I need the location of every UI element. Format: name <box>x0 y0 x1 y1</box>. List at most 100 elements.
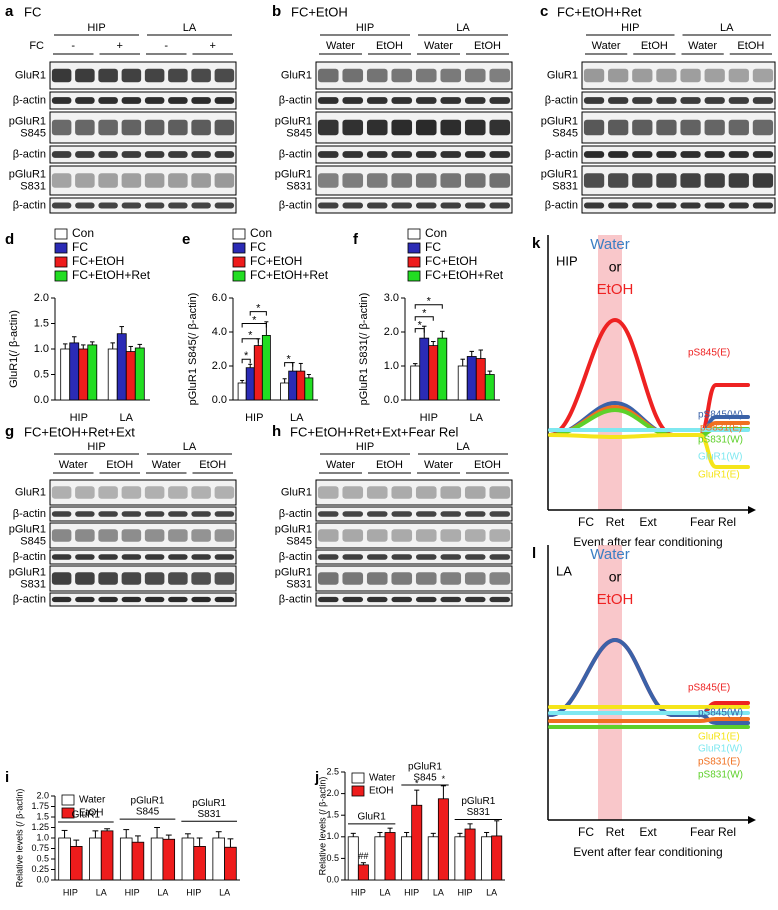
or-label: or <box>609 259 622 275</box>
blot-band <box>342 596 364 603</box>
blot-band <box>728 202 749 209</box>
y-axis-title: Relative levels (/ β-actin) <box>317 777 327 876</box>
bar <box>87 344 98 401</box>
bar <box>437 798 449 881</box>
blot-band <box>191 68 211 83</box>
lane-label: + <box>210 40 216 52</box>
bar <box>237 382 247 401</box>
row-label: β-actin <box>13 199 46 211</box>
panel-letter: j <box>314 769 319 786</box>
row-label: β-actin <box>13 508 46 520</box>
etoh-label: EtOH <box>597 591 634 608</box>
bar <box>69 342 80 401</box>
bar <box>427 836 439 881</box>
group-label: LA <box>720 22 734 34</box>
row-label: β-actin <box>545 199 578 211</box>
bar <box>131 841 145 881</box>
bar <box>193 846 206 881</box>
legend-swatch <box>61 807 75 819</box>
blot-band <box>680 151 701 158</box>
blot-row <box>49 592 237 607</box>
blot-band <box>98 119 118 136</box>
y-tick-label: 1.75 <box>31 801 49 811</box>
blot-band <box>317 596 339 603</box>
bar <box>253 345 263 401</box>
blot-band <box>191 554 211 560</box>
curve-label: pS831(E) <box>698 757 740 768</box>
significance-bracket <box>241 358 251 364</box>
blot-band <box>415 151 437 158</box>
curve-label: pS831(W) <box>698 770 743 781</box>
blot-band <box>391 511 413 517</box>
group-label: HIP <box>621 22 639 34</box>
condition-label: FC <box>29 40 44 52</box>
row-label: S845 <box>286 535 312 547</box>
legend-label: FC <box>250 240 266 254</box>
panel-title: FC <box>24 4 41 19</box>
blot-band <box>680 202 701 209</box>
y-tick-label: 0.5 <box>34 368 49 380</box>
blot-band <box>51 596 72 603</box>
blot-band <box>704 97 725 104</box>
blot-band <box>489 511 511 517</box>
lane-label: EtOH <box>106 459 133 471</box>
legend-label: Con <box>425 226 447 240</box>
x-label: Ret <box>606 825 625 839</box>
significance-mark: * <box>256 303 261 315</box>
legend-swatch <box>54 256 68 268</box>
blot-band <box>191 119 211 136</box>
blot-band <box>51 572 72 585</box>
lane-label: Water <box>592 40 621 52</box>
curve <box>548 637 750 717</box>
bar <box>466 356 477 401</box>
panel-letter: f <box>353 231 359 248</box>
blot-band <box>464 529 486 542</box>
blot-band <box>317 173 339 188</box>
x-label: Ext <box>639 825 657 839</box>
row-label: pGluR1 <box>9 566 46 578</box>
blot-band <box>214 572 235 585</box>
y-axis-title: Relative levels (/ β-actin) <box>14 789 24 888</box>
blot-band <box>342 529 364 542</box>
blot-band <box>391 97 413 104</box>
blot-band <box>583 97 605 104</box>
blot-band <box>214 97 235 104</box>
y-tick-label: 1.5 <box>34 317 49 329</box>
blot-band <box>121 572 142 585</box>
blot-band <box>317 68 339 83</box>
significance-mark: * <box>287 354 292 366</box>
row-label: β-actin <box>279 551 312 563</box>
blot-band <box>342 554 364 560</box>
blot-band <box>415 529 437 542</box>
blot-band <box>144 554 165 560</box>
blot-band <box>121 202 142 209</box>
row-label: β-actin <box>13 148 46 160</box>
panel-title: FC+EtOH+Ret <box>557 4 642 19</box>
bar <box>134 347 145 401</box>
curve-label: pS845(E) <box>688 683 730 694</box>
panel-letter: h <box>272 423 281 440</box>
y-tick-label: 1.5 <box>326 810 339 820</box>
blot-band <box>680 68 701 83</box>
x-tick-label: HIP <box>420 412 438 424</box>
blot-band <box>632 68 653 83</box>
blot-band <box>191 173 211 188</box>
significance-bracket <box>284 362 294 367</box>
x-label: FC <box>578 825 594 839</box>
legend-swatch <box>407 270 421 282</box>
blot-band <box>98 554 118 560</box>
blot-band <box>317 572 339 585</box>
bar <box>491 835 503 881</box>
schematic: HIP Water or EtOH pS845(E) pS845(W) pS831(E)pS… <box>547 235 756 549</box>
legend-label: FC <box>72 240 88 254</box>
blot-band <box>489 596 511 603</box>
y-tick-label: 2.0 <box>326 788 339 798</box>
bar <box>457 365 468 401</box>
row-label: GluR1 <box>547 69 578 81</box>
x-tick-label: HIP <box>125 887 140 897</box>
curve <box>548 433 750 469</box>
blot-band <box>75 151 95 158</box>
bar <box>261 334 271 401</box>
x-tick-label: LA <box>219 887 230 897</box>
blot-band <box>583 173 605 188</box>
